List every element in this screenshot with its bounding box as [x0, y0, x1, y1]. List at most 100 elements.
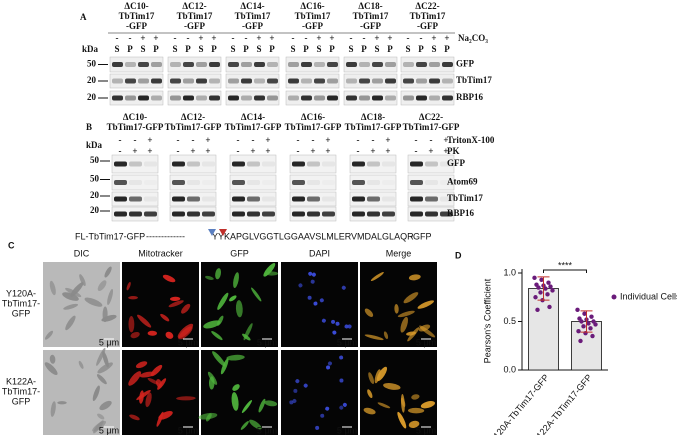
kda-marker: 50: [90, 155, 100, 165]
band-label: RBP16: [456, 92, 484, 102]
treatment-sign: -: [305, 33, 308, 43]
cell: [63, 303, 78, 310]
treatment-sign: -: [177, 146, 180, 156]
group-label: ΔC18-: [361, 112, 385, 122]
band: [327, 78, 338, 84]
cell: [126, 281, 131, 291]
treatment-sign: -: [237, 135, 240, 145]
kda-marker: 20: [90, 190, 100, 200]
cell: [403, 292, 419, 304]
significance-bracket: [543, 269, 587, 273]
fraction-label: P: [444, 44, 450, 54]
cell: [156, 411, 164, 427]
cell: [102, 351, 109, 368]
cell: [400, 316, 408, 333]
band: [403, 95, 414, 101]
band: [247, 180, 260, 185]
band: [322, 161, 335, 167]
blot: [229, 154, 277, 174]
legend-label: Individual Cells: [620, 291, 677, 301]
band: [301, 62, 312, 67]
fraction-label: S: [374, 44, 379, 54]
cell: [344, 324, 349, 329]
band: [382, 211, 395, 217]
fraction-label: S: [431, 44, 436, 54]
blot: [343, 56, 398, 73]
band: [301, 78, 312, 84]
group-label: TbTim17-GFP: [165, 122, 222, 132]
fraction-label: P: [329, 44, 335, 54]
scale-bar-label: 5 μm: [257, 425, 277, 435]
group-label: ΔC16-: [300, 1, 324, 11]
column-header: DAPI: [309, 248, 330, 258]
group-label: TbTim17: [353, 11, 389, 21]
band: [359, 78, 370, 84]
band: [172, 196, 185, 202]
band: [125, 62, 136, 67]
scale-bar-label: 5 μm: [257, 337, 277, 347]
band: [129, 196, 142, 202]
blot: [169, 174, 217, 191]
blot: [109, 73, 164, 89]
band: [183, 95, 194, 101]
treatment-sign: +: [265, 146, 270, 156]
band-label: TbTim17: [456, 75, 492, 85]
cell: [62, 292, 79, 301]
cell: [339, 378, 344, 383]
cell: [265, 271, 279, 276]
cell: [49, 280, 56, 296]
band: [440, 211, 453, 217]
treatment-sign: +: [250, 146, 255, 156]
band: [314, 62, 325, 67]
band: [267, 78, 278, 84]
treatment-sign: -: [119, 135, 122, 145]
mutation-marker: [208, 229, 216, 236]
kda-label: kDa: [86, 140, 103, 150]
group-label: ΔC16-: [301, 112, 325, 122]
band: [114, 211, 127, 217]
group-label: -GFP: [242, 21, 263, 31]
cell: [96, 374, 107, 385]
fraction-label: S: [348, 44, 353, 54]
blot: [167, 73, 222, 89]
cell: [96, 347, 106, 366]
band: [262, 196, 275, 202]
blot: [167, 56, 222, 73]
band: [183, 62, 194, 67]
band: [262, 180, 275, 185]
band: [425, 161, 438, 167]
cell: [325, 406, 330, 411]
treatment-sign: +: [374, 33, 379, 43]
cell: [347, 324, 352, 329]
treatment-sign: -: [372, 135, 375, 145]
band: [151, 95, 162, 101]
cell: [235, 300, 243, 318]
band: [187, 196, 200, 202]
band: [307, 211, 320, 217]
cell: [315, 425, 320, 430]
group-label: ΔC22-: [415, 1, 439, 11]
group-label: ΔC10-: [124, 1, 148, 11]
group-label: ΔC18-: [358, 1, 382, 11]
cell: [162, 274, 176, 283]
cell: [242, 333, 251, 341]
band: [292, 196, 305, 202]
blot: [225, 56, 280, 73]
blot: [349, 154, 397, 174]
treatment-sign: +: [316, 33, 321, 43]
fraction-label: P: [269, 44, 275, 54]
band: [228, 62, 239, 67]
treatment-sign: +: [211, 33, 216, 43]
linker: -------------: [146, 231, 185, 241]
cell: [331, 319, 336, 324]
cell: [139, 371, 155, 378]
group-label: TbTim17: [235, 11, 271, 21]
cell: [203, 320, 221, 329]
data-point: [579, 319, 584, 324]
reagent-label: Na₂CO₃: [458, 33, 488, 43]
tag: -GFP: [410, 231, 432, 241]
treatment-sign: -: [129, 33, 132, 43]
band: [228, 95, 239, 101]
cell: [308, 271, 313, 276]
treatment-sign: -: [134, 135, 137, 145]
